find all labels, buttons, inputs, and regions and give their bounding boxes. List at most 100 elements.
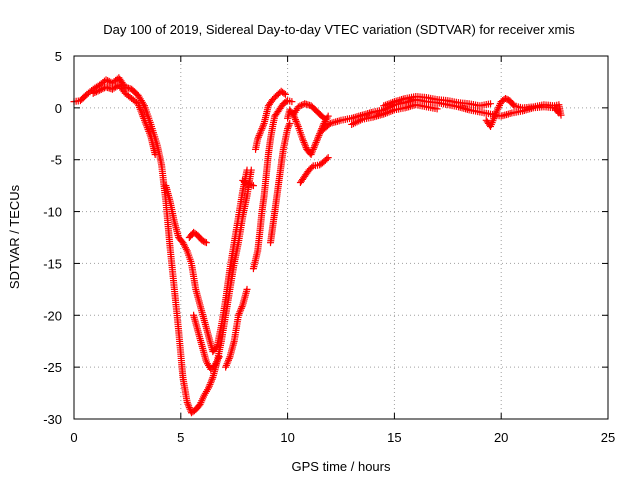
data-point-plus-marker	[297, 101, 305, 109]
data-point-plus-marker	[323, 155, 331, 163]
data-point-plus-marker	[256, 130, 264, 138]
data-point-plus-marker	[301, 142, 309, 150]
data-point-plus-marker	[205, 382, 213, 390]
data-point-plus-marker	[254, 135, 262, 143]
data-point-plus-marker	[311, 140, 319, 148]
y-tick-label: -30	[43, 412, 62, 427]
y-tick-label: 0	[55, 101, 62, 116]
data-point-plus-marker	[207, 379, 215, 387]
data-point-plus-marker	[234, 311, 242, 319]
data-point-plus-marker	[433, 105, 441, 113]
data-point-plus-marker	[293, 119, 301, 127]
data-point-plus-marker	[284, 125, 292, 133]
data-point-plus-marker	[237, 304, 245, 312]
data-point-plus-marker	[208, 375, 216, 383]
data-point-plus-marker	[222, 361, 230, 369]
data-point-plus-marker	[224, 358, 232, 366]
data-point-plus-marker	[299, 135, 307, 143]
x-axis-label: GPS time / hours	[292, 459, 391, 474]
data-point-plus-marker	[300, 138, 308, 146]
data-point-plus-marker	[205, 384, 213, 392]
data-point-plus-marker	[94, 87, 102, 95]
data-point-plus-marker	[213, 358, 221, 366]
data-point-plus-marker	[320, 114, 328, 122]
data-point-plus-marker	[96, 86, 104, 94]
y-tick-label: -15	[43, 256, 62, 271]
data-point-plus-marker	[207, 377, 215, 385]
data-point-plus-marker	[212, 359, 220, 367]
data-point-plus-marker	[104, 77, 112, 85]
chart-title: Day 100 of 2019, Sidereal Day-to-day VTE…	[103, 22, 575, 37]
data-point-plus-marker	[311, 142, 319, 150]
data-point-plus-marker	[182, 245, 190, 253]
data-point-plus-marker	[301, 140, 309, 148]
data-point-plus-marker	[296, 102, 304, 110]
data-point-plus-marker	[313, 137, 321, 145]
data-point-plus-marker	[225, 356, 233, 364]
x-tick-label: 20	[494, 430, 508, 445]
data-point-plus-marker	[309, 145, 317, 153]
data-point-plus-marker	[299, 137, 307, 145]
data-point-plus-marker	[312, 138, 320, 146]
data-point-plus-marker	[249, 182, 257, 190]
data-point-plus-marker	[238, 303, 246, 311]
data-point-plus-marker	[206, 380, 214, 388]
data-point-plus-marker	[91, 89, 99, 97]
data-point-plus-marker	[291, 116, 299, 124]
data-point-plus-marker	[185, 404, 193, 412]
data-point-plus-marker	[314, 135, 322, 143]
y-tick-label: -25	[43, 360, 62, 375]
data-point-plus-marker	[235, 310, 243, 318]
data-point-plus-marker	[324, 112, 332, 120]
data-point-plus-marker	[254, 133, 262, 141]
data-point-plus-marker	[181, 244, 189, 252]
data-point-plus-marker	[202, 239, 210, 247]
y-tick-label: -10	[43, 205, 62, 220]
data-point-plus-marker	[259, 123, 267, 131]
x-tick-label: 15	[387, 430, 401, 445]
data-point-plus-marker	[257, 126, 265, 134]
data-point-plus-marker	[315, 132, 323, 140]
data-point-plus-marker	[259, 121, 267, 129]
data-point-plus-marker	[294, 121, 302, 129]
data-point-plus-marker	[237, 306, 245, 314]
data-point-plus-marker	[281, 90, 289, 98]
data-point-plus-marker	[243, 166, 251, 174]
data-point-plus-marker	[284, 123, 292, 131]
data-point-plus-marker	[242, 179, 250, 187]
data-point-plus-marker	[151, 151, 159, 159]
data-point-plus-marker	[294, 103, 302, 111]
data-point-plus-marker	[92, 88, 100, 96]
x-tick-label: 0	[70, 430, 77, 445]
data-point-plus-marker	[223, 360, 231, 368]
plot-frame	[73, 55, 609, 420]
data-point-plus-marker	[102, 76, 110, 84]
data-point-plus-marker	[308, 149, 316, 157]
data-point-plus-marker	[325, 121, 333, 129]
data-point-plus-marker	[314, 133, 322, 141]
data-point-plus-marker	[212, 344, 220, 352]
data-point-plus-marker	[185, 402, 193, 410]
data-point-plus-marker	[222, 363, 230, 371]
x-tick-label: 10	[280, 430, 294, 445]
data-point-plus-marker	[236, 308, 244, 316]
data-point-plus-marker	[309, 147, 317, 155]
data-point-plus-marker	[280, 89, 288, 97]
data-point-plus-marker	[258, 125, 266, 133]
data-point-plus-marker	[285, 121, 293, 129]
data-point-plus-marker	[319, 113, 327, 121]
data-point-plus-marker	[225, 355, 233, 362]
data-point-plus-marker	[97, 85, 105, 93]
data-point-plus-marker	[307, 151, 315, 159]
data-point-plus-marker	[215, 353, 223, 361]
data-point-plus-marker	[308, 163, 316, 171]
data-point-plus-marker	[99, 85, 107, 93]
axis-ticks: 0 5 10 15 20 25 5 0 -5 -10 -15 -20 -25 -30	[43, 49, 615, 445]
data-point-plus-marker	[214, 354, 222, 362]
data-point-plus-marker	[257, 128, 265, 136]
data-point-plus-marker	[201, 238, 209, 246]
data-point-plus-marker	[557, 111, 565, 119]
y-tick-label: -20	[43, 308, 62, 323]
data-point-plus-marker	[181, 242, 189, 250]
